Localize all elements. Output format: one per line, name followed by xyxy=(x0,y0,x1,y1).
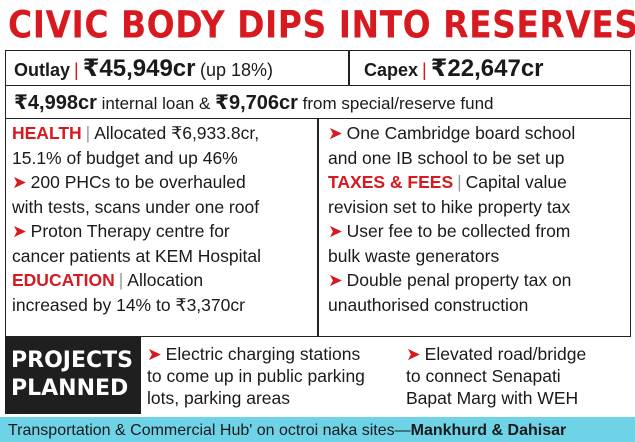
loan-amount-1: ₹4,998cr xyxy=(14,92,97,114)
bullet-text: User fee to be collected from xyxy=(346,221,571,241)
project-line: ➤ Elevated road/bridge xyxy=(406,343,631,365)
outlay-divider xyxy=(348,51,350,85)
capex-amount: ₹22,647cr xyxy=(430,55,544,82)
taxes-line-1: TAXES & FEES | Capital value xyxy=(328,170,628,195)
capex-label: Capex xyxy=(364,60,419,80)
education-label: EDUCATION xyxy=(12,270,115,290)
project-line: to connect Senapati xyxy=(406,366,561,386)
projects-section: PROJECTS PLANNED ➤ Electric charging stat… xyxy=(5,337,631,417)
separator: | xyxy=(85,123,91,143)
outlay-label: Outlay xyxy=(14,60,71,80)
project-line: lots, parking areas xyxy=(147,388,290,408)
project-line: ➤ Electric charging stations xyxy=(147,343,402,365)
arrow-icon: ➤ xyxy=(406,344,421,364)
projects-label-line-2: PLANNED xyxy=(11,376,129,401)
outlay-change: (up 18%) xyxy=(199,60,273,80)
separator: | xyxy=(118,270,124,290)
arrow-icon: ➤ xyxy=(328,221,343,241)
separator: | xyxy=(422,60,427,80)
projects-label-line-1: PROJECTS xyxy=(11,348,133,373)
footer-text-bold: Mankhurd & Dahisar xyxy=(410,422,567,439)
arrow-icon: ➤ xyxy=(328,123,343,143)
health-line-2: 15.1% of budget and up 46% xyxy=(12,147,238,168)
bullet-userfee-1: ➤ User fee to be collected from xyxy=(328,219,628,244)
education-line-1: EDUCATION | Allocation xyxy=(12,268,314,293)
footer-text: Transportation & Commercial Hub' on octr… xyxy=(8,420,566,442)
arrow-icon: ➤ xyxy=(147,344,162,364)
bullet-text: One Cambridge board school xyxy=(346,123,576,143)
bullet-phc-2: with tests, scans under one roof xyxy=(12,196,260,217)
projects-label: PROJECTS PLANNED xyxy=(5,337,141,414)
bullet-text: 200 PHCs to be overhauled xyxy=(30,172,246,192)
bullet-school-2: and one IB school to be set up xyxy=(328,147,565,168)
project-text: Electric charging stations xyxy=(165,344,361,364)
separator: | xyxy=(74,60,79,80)
bullet-penal-1: ➤ Double penal property tax on xyxy=(328,268,628,293)
taxes-line-2: revision set to hike property tax xyxy=(328,196,571,217)
arrow-icon: ➤ xyxy=(12,172,27,192)
capex-summary: Capex | ₹22,647cr xyxy=(364,54,544,83)
taxes-text-1: Capital value xyxy=(465,172,567,192)
column-divider xyxy=(317,119,319,336)
education-line-2: increased by 14% to ₹3,370cr xyxy=(12,294,245,315)
loan-text-2: from special/reserve fund xyxy=(302,94,494,113)
bullet-text: Double penal property tax on xyxy=(346,270,572,290)
bullet-school-1: ➤ One Cambridge board school xyxy=(328,121,628,146)
headline-bar: CIVIC BODY DIPS INTO RESERVES xyxy=(0,0,635,50)
project-line: Bapat Marg with WEH xyxy=(406,388,579,408)
bullet-proton-2: cancer patients at KEM Hospital xyxy=(12,245,262,266)
headline-title: CIVIC BODY DIPS INTO RESERVES xyxy=(8,3,635,47)
loan-amount-2: ₹9,706cr xyxy=(215,92,298,114)
project-line: to come up in public parking xyxy=(147,366,365,386)
details-columns: HEALTH | Allocated ₹6,933.8cr, 15.1% of bu… xyxy=(5,119,631,337)
health-label: HEALTH xyxy=(12,123,82,143)
footer-text-main: Transportation & Commercial Hub' on octr… xyxy=(8,422,411,439)
outlay-amount: ₹45,949cr xyxy=(82,55,196,82)
education-text-1: Allocation xyxy=(127,270,204,290)
outlay-row: Outlay | ₹45,949cr (up 18%) Capex | ₹22,647c… xyxy=(5,50,631,86)
bullet-proton-1: ➤ Proton Therapy centre for xyxy=(12,219,314,244)
footer-strip: Transportation & Commercial Hub' on octr… xyxy=(0,417,635,442)
outlay-summary: Outlay | ₹45,949cr (up 18%) xyxy=(14,54,273,83)
arrow-icon: ➤ xyxy=(328,270,343,290)
loan-text: ₹4,998cr internal loan & ₹9,706cr from s… xyxy=(14,90,494,115)
project-elevated-road: ➤ Elevated road/bridge to connect Senapat… xyxy=(406,343,631,409)
bullet-userfee-2: bulk waste generators xyxy=(328,245,500,266)
left-column: HEALTH | Allocated ₹6,933.8cr, 15.1% of bu… xyxy=(12,121,314,317)
taxes-label: TAXES & FEES xyxy=(328,172,454,192)
health-text-1: Allocated ₹6,933.8cr, xyxy=(94,123,260,143)
project-text: Elevated road/bridge xyxy=(424,344,587,364)
bullet-penal-2: unauthorised construction xyxy=(328,294,529,315)
loan-row: ₹4,998cr internal loan & ₹9,706cr from s… xyxy=(5,86,631,119)
separator: | xyxy=(457,172,462,192)
loan-text-1: internal loan & xyxy=(101,94,211,113)
right-column: ➤ One Cambridge board school and one IB s… xyxy=(328,121,628,317)
bullet-phc-1: ➤ 200 PHCs to be overhauled xyxy=(12,170,314,195)
arrow-icon: ➤ xyxy=(12,221,27,241)
health-line-1: HEALTH | Allocated ₹6,933.8cr, xyxy=(12,121,314,146)
project-ev-charging: ➤ Electric charging stations to come up i… xyxy=(147,343,402,409)
bullet-text: Proton Therapy centre for xyxy=(30,221,230,241)
